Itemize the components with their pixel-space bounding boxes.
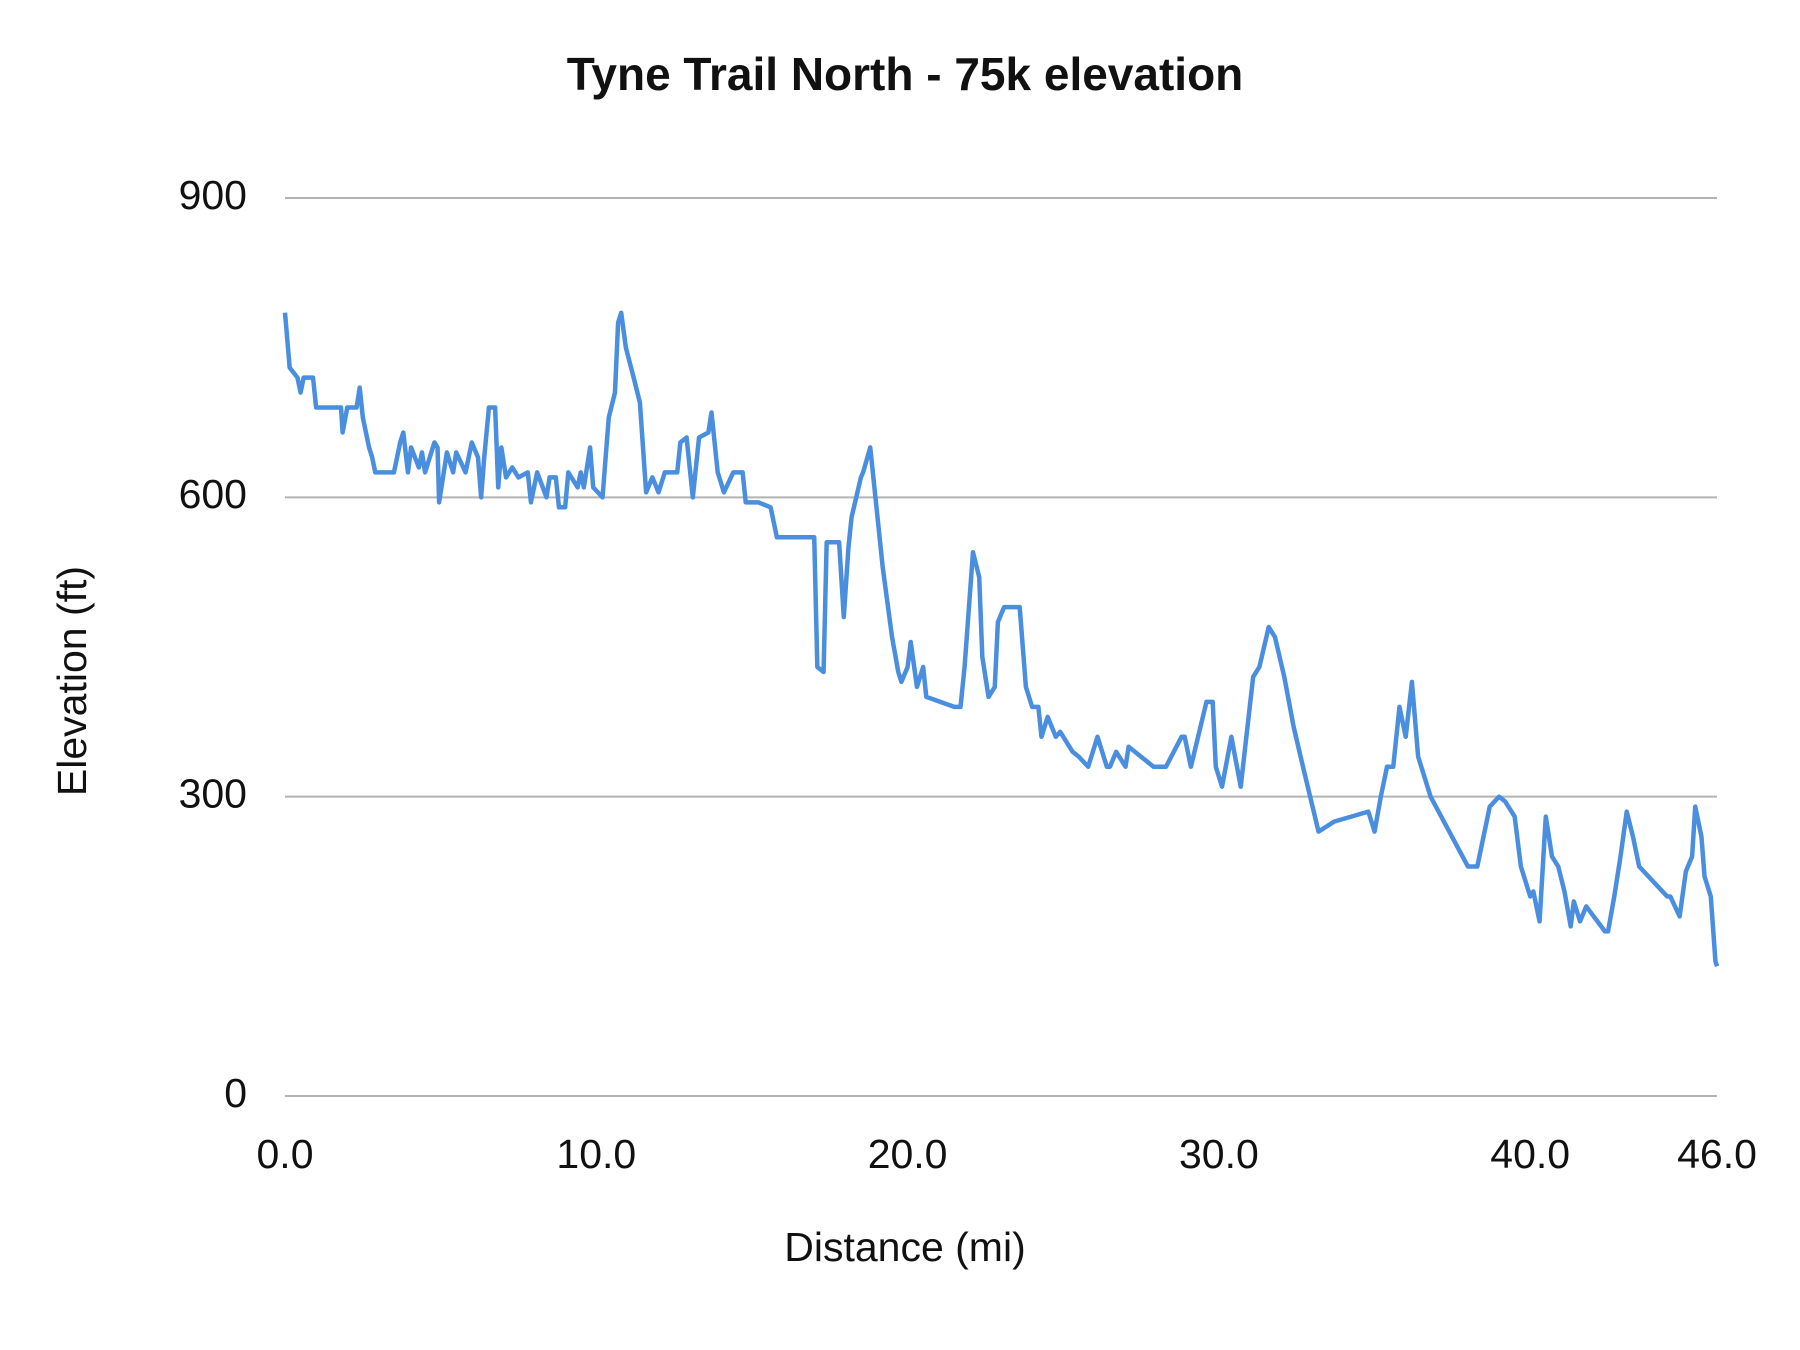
x-tick-label: 10.0 [556, 1131, 636, 1177]
elevation-line [282, 310, 1720, 967]
y-tick-label: 300 [179, 770, 247, 816]
y-tick-label: 0 [224, 1070, 247, 1116]
x-tick-label: 20.0 [868, 1131, 948, 1177]
x-tick-label: 46.0 [1677, 1131, 1757, 1177]
y-axis-title: Elevation (ft) [49, 566, 95, 796]
x-axis-title: Distance (mi) [784, 1224, 1025, 1270]
chart-title: Tyne Trail North - 75k elevation [567, 48, 1244, 100]
x-tick-label: 40.0 [1490, 1131, 1570, 1177]
y-tick-label: 600 [179, 471, 247, 517]
x-tick-label: 0.0 [257, 1131, 314, 1177]
y-tick-label: 900 [179, 172, 247, 218]
x-tick-label: 30.0 [1179, 1131, 1259, 1177]
